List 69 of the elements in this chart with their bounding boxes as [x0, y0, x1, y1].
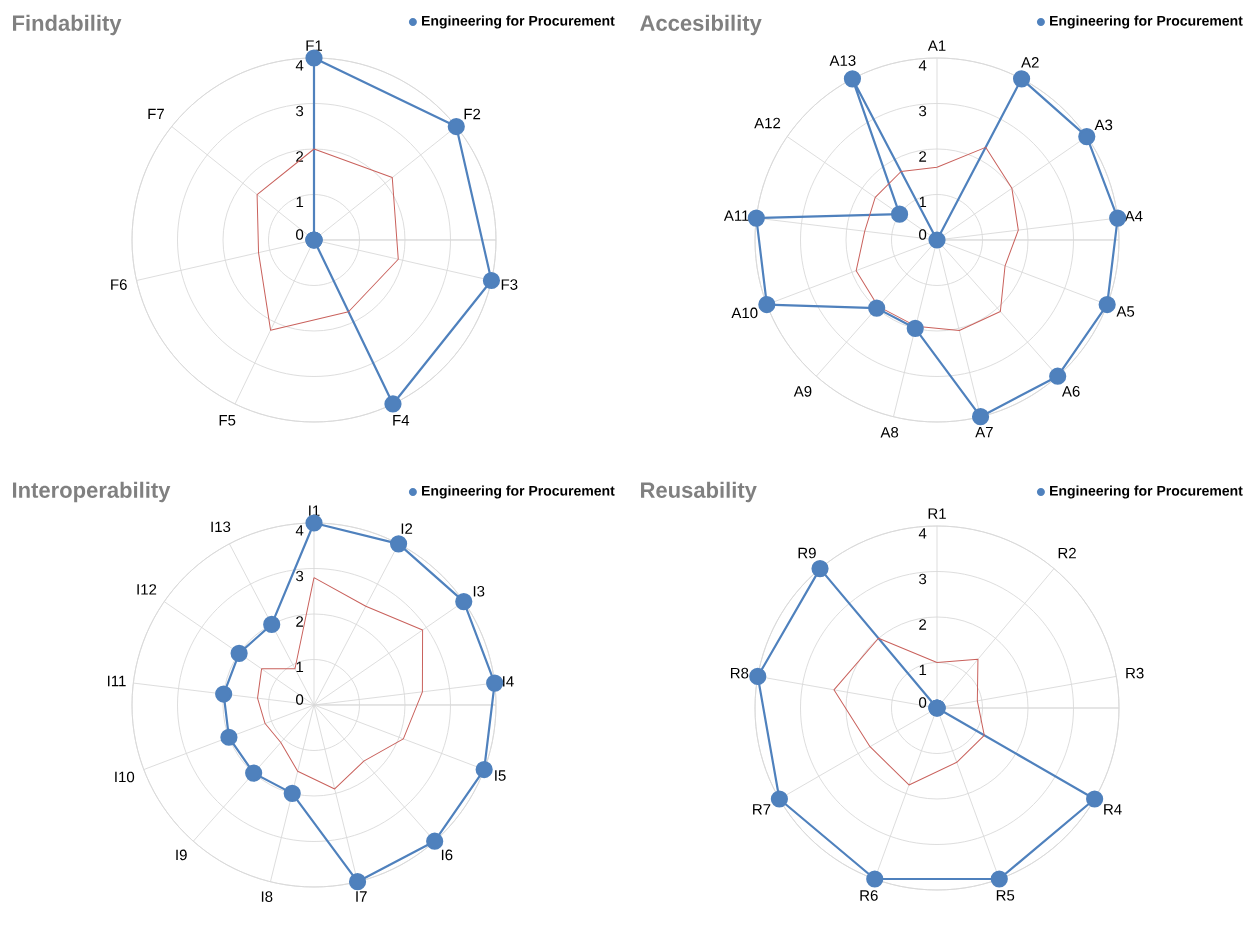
y-tick-label: 0: [296, 694, 304, 705]
y-tick-label: 2: [296, 151, 304, 162]
chart-title: Reusability: [641, 481, 757, 503]
spoke-label: I6: [441, 849, 453, 861]
spoke-label: I9: [176, 849, 187, 861]
y-tick-label: 2: [296, 616, 304, 627]
spoke-label: R6: [860, 890, 878, 901]
legend-label: Engineering for Procurement: [422, 15, 615, 29]
chart-title: Accesibility: [640, 14, 762, 36]
y-tick-label: 4: [295, 60, 304, 71]
y-tick-label: 4: [918, 60, 927, 71]
spoke-label: A5: [1116, 306, 1135, 317]
legend-label: Engineering for Procurement: [1050, 15, 1243, 29]
spoke-label: F5: [219, 415, 236, 426]
y-tick-label: 3: [919, 573, 927, 585]
spoke-label: I10: [115, 771, 135, 783]
chart-title: Interoperability: [13, 481, 171, 503]
spoke-label: A7: [975, 427, 993, 438]
spoke-label: A12: [754, 117, 781, 129]
spoke-label: A4: [1124, 210, 1143, 222]
y-tick-label: 0: [919, 229, 927, 240]
spoke-label: R3: [1126, 667, 1144, 679]
y-tick-label: 0: [296, 229, 304, 240]
spoke-label: A10: [731, 307, 758, 319]
chart-title: Findability: [13, 14, 122, 36]
legend-label: Engineering for Procurement: [1050, 485, 1243, 499]
spoke-label: I2: [401, 523, 413, 534]
legend-label: Engineering for Procurement: [422, 485, 615, 499]
spoke-label: F4: [393, 415, 410, 426]
y-tick-label: 1: [919, 664, 927, 676]
spoke-label: F7: [148, 108, 164, 120]
y-tick-label: 0: [919, 697, 927, 708]
y-tick-label: 1: [919, 196, 927, 208]
spoke-label: R8: [730, 667, 749, 679]
spoke-label: R7: [753, 804, 771, 815]
spoke-label: I11: [108, 675, 126, 687]
spoke-label: A9: [793, 386, 812, 397]
spoke-label: I13: [211, 521, 231, 533]
spoke-label: I5: [495, 770, 506, 781]
spoke-label: R5: [996, 890, 1015, 901]
spoke-label: I12: [137, 584, 157, 595]
y-tick-label: 3: [919, 105, 927, 117]
spoke-label: R9: [798, 547, 816, 559]
spoke-label: F1: [306, 40, 323, 51]
spoke-label: A1: [927, 40, 946, 51]
spoke-label: F6: [111, 279, 127, 290]
y-tick-label: 4: [918, 528, 927, 539]
y-tick-label: 1: [296, 196, 304, 208]
spoke-label: A13: [829, 55, 856, 66]
y-tick-label: 3: [296, 570, 304, 582]
spoke-label: I8: [261, 891, 273, 902]
spoke-label: R2: [1058, 547, 1076, 559]
spoke-label: A2: [1021, 57, 1039, 68]
spoke-label: A6: [1061, 386, 1080, 397]
spoke-label: R4: [1104, 804, 1122, 815]
spoke-label: I7: [356, 891, 367, 902]
spoke-label: A11: [723, 210, 749, 221]
y-tick-label: 3: [296, 105, 304, 117]
spoke-label: F2: [464, 108, 481, 120]
y-tick-label: 2: [919, 151, 927, 162]
spoke-label: F3: [501, 279, 518, 290]
spoke-label: A8: [880, 426, 899, 438]
spoke-label: I3: [473, 585, 485, 597]
y-tick-label: 4: [295, 525, 304, 536]
y-tick-label: 2: [919, 619, 927, 630]
spoke-label: I4: [503, 676, 514, 687]
spoke-label: R1: [928, 508, 946, 519]
y-tick-label: 1: [296, 661, 304, 673]
spoke-label: A3: [1094, 119, 1113, 131]
